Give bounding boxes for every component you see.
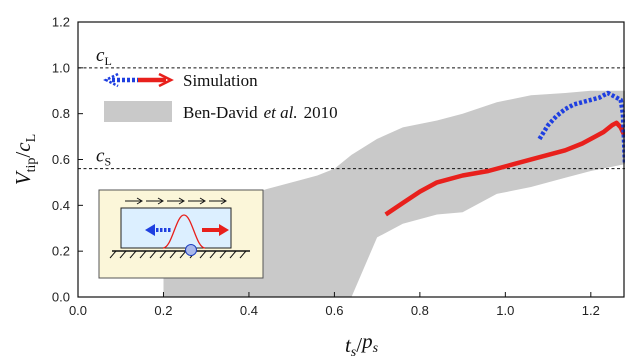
legend-label-simulation: Simulation xyxy=(183,71,258,90)
y-tick-label: 1.2 xyxy=(52,15,70,30)
y-tick-label: 0.4 xyxy=(52,198,70,213)
y-tick-label: 0.6 xyxy=(52,152,70,167)
x-tick-label: 1.0 xyxy=(496,303,514,318)
x-axis-label: ts/ps xyxy=(345,329,379,358)
inset-shear-arrowhead xyxy=(157,197,164,205)
y-tick-label: 0.2 xyxy=(52,244,70,259)
inset-hatch xyxy=(239,250,247,259)
inset-arrowhead-right xyxy=(219,224,229,236)
inset-hatch xyxy=(109,250,117,259)
ticks: 0.0 0.2 0.4 0.6 0.8 1.0 1.2 0.0 0.2 0.4 0.6 0.8 1.0 1… xyxy=(52,15,600,319)
inset-hatch xyxy=(199,250,207,259)
x-tick-label: 1.2 xyxy=(582,303,600,318)
legend: Simulation Ben-David et al. 2010 xyxy=(103,71,338,122)
y-axis-label: Vtip/cL xyxy=(11,134,39,185)
inset-hatch xyxy=(229,250,237,259)
series-layer xyxy=(384,90,625,217)
legend-arrowhead-left xyxy=(103,72,119,88)
band-layer xyxy=(163,90,625,297)
inset-arrowhead-left xyxy=(145,224,155,236)
x-tick-label: 0.4 xyxy=(240,303,258,318)
y-tick-label: 0.0 xyxy=(52,290,70,305)
inset-hatch xyxy=(139,250,147,259)
legend-arrowhead-right xyxy=(158,72,174,88)
inset-schematic xyxy=(98,189,264,279)
reference-label-cl: cL xyxy=(96,45,112,68)
inset-contact-circle xyxy=(185,244,197,256)
inset-bump-curve xyxy=(162,214,206,249)
inset-shear-arrowhead xyxy=(178,197,185,205)
x-tick-label: 0.6 xyxy=(325,303,343,318)
inset-hatch xyxy=(149,250,157,259)
inset-hatch xyxy=(209,250,217,259)
inset-shear-arrowhead xyxy=(136,197,143,205)
inset-hatch xyxy=(219,250,227,259)
inset-shear-arrowhead xyxy=(220,197,227,205)
x-tick-label: 0.8 xyxy=(411,303,429,318)
axis-labels: ts/ps Vtip/cL xyxy=(11,134,379,358)
inset-hatch xyxy=(179,250,187,259)
inset-hatch xyxy=(119,250,127,259)
experiment-band xyxy=(163,90,625,297)
series-line-dotted xyxy=(537,90,625,165)
x-tick-label: 0.0 xyxy=(69,303,87,318)
inset-shear-arrowhead xyxy=(199,197,206,205)
legend-label-band: Ben-David et al. 2010 xyxy=(183,103,338,122)
inset-hatch xyxy=(169,250,177,259)
reference-lines: cL cS xyxy=(78,45,625,170)
y-tick-label: 0.8 xyxy=(52,106,70,121)
inset-hatch xyxy=(129,250,137,259)
series-line-solid xyxy=(384,120,625,217)
reference-label-cs: cS xyxy=(96,146,111,169)
x-tick-label: 0.2 xyxy=(154,303,172,318)
inset-hatch xyxy=(159,250,167,259)
y-tick-label: 1.0 xyxy=(52,60,70,75)
legend-swatch-band xyxy=(104,101,172,122)
